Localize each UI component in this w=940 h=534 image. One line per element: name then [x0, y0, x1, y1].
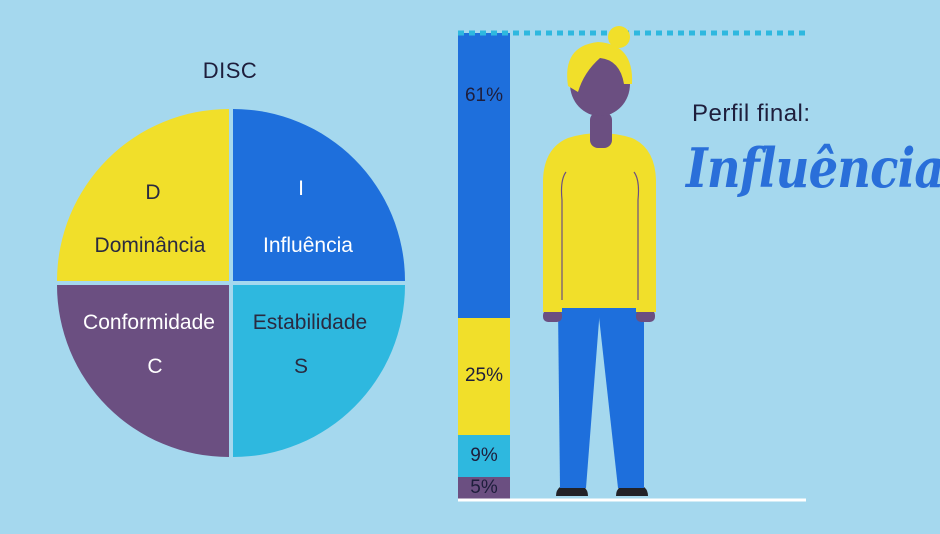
quadrant-s-slice	[233, 285, 405, 457]
final-profile-label: Perfil final:	[692, 100, 811, 127]
bar-segment-influencia: 61%	[458, 33, 510, 318]
disc-title: DISC	[202, 58, 258, 83]
left-hand	[543, 310, 562, 322]
quadrant-i-letter: I	[298, 177, 304, 200]
bar-segment-dominancia: 25%	[458, 317, 510, 435]
quadrant-d-slice	[57, 109, 229, 281]
disc-pie-chart	[57, 109, 405, 457]
hair	[567, 42, 633, 92]
neck	[590, 112, 612, 148]
sweater	[543, 133, 656, 312]
segment-label: 5%	[470, 477, 498, 499]
quadrant-i-slice	[233, 109, 405, 281]
bar-segment-estabilidade: 9%	[458, 434, 510, 477]
quadrant-c-letter: C	[147, 355, 163, 378]
quadrant-i-name: Influência	[263, 234, 353, 257]
right-hand	[636, 310, 655, 322]
quadrant-d-name: Dominância	[94, 234, 206, 257]
quadrant-s-letter: S	[293, 355, 308, 378]
segment-label: 61%	[464, 84, 504, 106]
final-profile-value: Influência	[686, 136, 940, 200]
sweater-arm-line-left	[560, 171, 567, 300]
quadrant-d-letter: D	[145, 181, 161, 204]
quadrant-s-name: Estabilidade	[252, 311, 368, 334]
hair-bun	[608, 26, 630, 48]
bar-segment-conformidade: 5%	[458, 476, 510, 500]
segment-label: 25%	[464, 365, 504, 387]
sweater-arm-line-right	[633, 171, 640, 300]
segment-label: 9%	[470, 444, 498, 466]
left-leg	[558, 308, 600, 488]
quadrant-c-name: Conformidade	[83, 311, 215, 334]
quadrant-c-slice	[57, 285, 229, 457]
right-leg	[598, 308, 644, 488]
